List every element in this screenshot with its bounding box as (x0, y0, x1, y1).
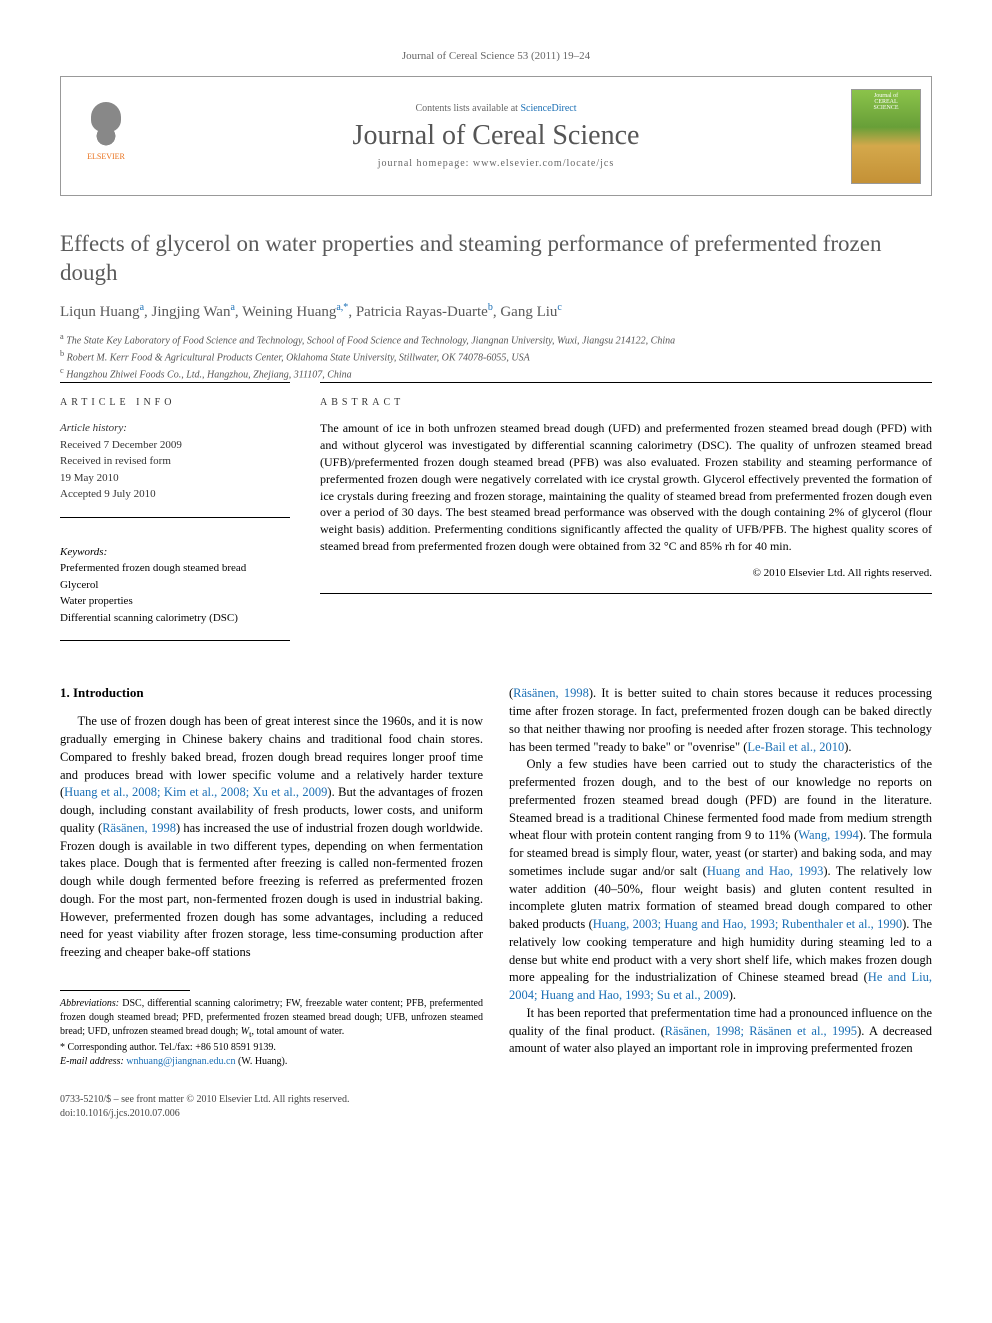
journal-header: ELSEVIER Contents lists available at Sci… (60, 76, 932, 196)
cite-rasanen-1998a[interactable]: Räsänen, 1998 (102, 821, 176, 835)
author-3-aff: a,* (336, 302, 348, 313)
author-4: Patricia Rayas-Duarteb (356, 304, 493, 320)
abbrev-wt: W (241, 1026, 249, 1037)
author-5: Gang Liuc (500, 304, 562, 320)
footer-line1: 0733-5210/$ – see front matter © 2010 El… (60, 1093, 932, 1107)
author-1: Liqun Huanga (60, 304, 144, 320)
author-5-aff: c (557, 302, 561, 313)
email-tail: (W. Huang). (235, 1056, 287, 1067)
section-1-heading: 1. Introduction (60, 685, 483, 701)
author-1-aff: a (140, 302, 144, 313)
abstract-label: ABSTRACT (320, 397, 932, 408)
contents-available-line: Contents lists available at ScienceDirec… (415, 103, 576, 114)
elsevier-wordmark: ELSEVIER (87, 152, 125, 161)
publisher-logo-cell: ELSEVIER (61, 77, 151, 195)
keyword-1: Prefermented frozen dough steamed bread (60, 560, 290, 577)
abbrev-head: Abbreviations: (60, 998, 119, 1009)
abstract-copyright: © 2010 Elsevier Ltd. All rights reserved… (320, 567, 932, 579)
cite-rasanen-1995[interactable]: Räsänen, 1998; Räsänen et al., 1995 (665, 1024, 857, 1038)
author-5-name: Gang Liu (500, 304, 557, 320)
info-divider-bottom (60, 640, 290, 641)
contents-pre: Contents lists available at (415, 103, 520, 114)
article-history: Article history: Received 7 December 200… (60, 420, 290, 503)
keywords-head: Keywords: (60, 544, 290, 561)
elsevier-logo[interactable]: ELSEVIER (71, 96, 141, 176)
affiliation-b: b Robert M. Kerr Food & Agricultural Pro… (60, 348, 932, 365)
abstract-divider-bottom (320, 593, 932, 594)
p2b: ). (844, 740, 851, 754)
affiliations-block: a The State Key Laboratory of Food Scien… (60, 331, 932, 383)
author-3-name: Weining Huang (242, 304, 336, 320)
sciencedirect-link[interactable]: ScienceDirect (520, 103, 576, 114)
affiliation-b-text: Robert M. Kerr Food & Agricultural Produ… (67, 352, 530, 363)
authors-line: Liqun Huanga, Jingjing Wana, Weining Hua… (60, 302, 932, 321)
cite-huang-hao-1993a[interactable]: Huang and Hao, 1993 (707, 864, 824, 878)
body-col-left: 1. Introduction The use of frozen dough … (60, 685, 483, 1068)
journal-cover-thumb[interactable]: Journal of CEREAL SCIENCE (851, 89, 921, 184)
author-2-aff: a (230, 302, 234, 313)
intro-para-2: (Räsänen, 1998). It is better suited to … (509, 685, 932, 756)
info-divider (60, 517, 290, 518)
body-columns: 1. Introduction The use of frozen dough … (60, 685, 932, 1068)
author-2-name: Jingjing Wan (152, 304, 231, 320)
history-received: Received 7 December 2009 (60, 437, 290, 454)
footer-doi: doi:10.1016/j.jcs.2010.07.006 (60, 1107, 932, 1121)
article-info-label: ARTICLE INFO (60, 397, 290, 408)
email-link[interactable]: wnhuang@jiangnan.edu.cn (126, 1056, 235, 1067)
footnote-email: E-mail address: wnhuang@jiangnan.edu.cn … (60, 1055, 483, 1069)
paper-title: Effects of glycerol on water properties … (60, 230, 932, 288)
keyword-2: Glycerol (60, 577, 290, 594)
body-col-right: (Räsänen, 1998). It is better suited to … (509, 685, 932, 1068)
cover-line3: SCIENCE (873, 105, 898, 111)
journal-header-center: Contents lists available at ScienceDirec… (151, 77, 841, 195)
page-footer: 0733-5210/$ – see front matter © 2010 El… (60, 1093, 932, 1121)
cite-huang-2008[interactable]: Huang et al., 2008; Kim et al., 2008; Xu… (64, 785, 327, 799)
article-info-column: ARTICLE INFO Article history: Received 7… (60, 382, 290, 641)
author-4-name: Patricia Rayas-Duarte (356, 304, 488, 320)
intro-para-1: The use of frozen dough has been of grea… (60, 713, 483, 962)
author-4-aff: b (488, 302, 493, 313)
elsevier-tree-icon (86, 112, 126, 152)
keyword-4: Differential scanning calorimetry (DSC) (60, 610, 290, 627)
history-revised-date: 19 May 2010 (60, 470, 290, 487)
cover-thumb-cell: Journal of CEREAL SCIENCE (841, 77, 931, 195)
author-2: Jingjing Wana (152, 304, 235, 320)
history-accepted: Accepted 9 July 2010 (60, 486, 290, 503)
affiliation-a-text: The State Key Laboratory of Food Science… (66, 335, 675, 346)
cite-rasanen-1998b[interactable]: Räsänen, 1998 (513, 686, 589, 700)
p1c: ) has increased the use of industrial fr… (60, 821, 483, 959)
history-revised: Received in revised form (60, 453, 290, 470)
abbrev-wt-tail: , total amount of water. (251, 1026, 344, 1037)
intro-para-4: It has been reported that prefermentatio… (509, 1005, 932, 1058)
affiliation-a: a The State Key Laboratory of Food Scien… (60, 331, 932, 348)
article-history-head: Article history: (60, 420, 290, 437)
journal-homepage: journal homepage: www.elsevier.com/locat… (378, 158, 615, 169)
footnote-separator (60, 990, 190, 991)
journal-title: Journal of Cereal Science (353, 120, 640, 152)
cite-lebail-2010[interactable]: Le-Bail et al., 2010 (747, 740, 844, 754)
email-head: E-mail address: (60, 1056, 126, 1067)
author-1-name: Liqun Huang (60, 304, 140, 320)
affiliation-c: c Hangzhou Zhiwei Foods Co., Ltd., Hangz… (60, 365, 932, 382)
abstract-text: The amount of ice in both unfrozen steam… (320, 420, 932, 554)
footnote-abbreviations: Abbreviations: DSC, differential scannin… (60, 997, 483, 1041)
cite-wang-1994[interactable]: Wang, 1994 (798, 828, 859, 842)
abstract-column: ABSTRACT The amount of ice in both unfro… (320, 382, 932, 641)
p3e: ). (729, 988, 736, 1002)
intro-para-3: Only a few studies have been carried out… (509, 756, 932, 1005)
affiliation-c-text: Hangzhou Zhiwei Foods Co., Ltd., Hangzho… (66, 369, 351, 380)
cite-huang-2003[interactable]: Huang, 2003; Huang and Hao, 1993; Rubent… (593, 917, 902, 931)
keywords-block: Keywords: Prefermented frozen dough stea… (60, 544, 290, 627)
keyword-3: Water properties (60, 593, 290, 610)
author-3: Weining Huanga,* (242, 304, 348, 320)
journal-reference: Journal of Cereal Science 53 (2011) 19–2… (60, 50, 932, 62)
footnote-corresponding: * Corresponding author. Tel./fax: +86 51… (60, 1041, 483, 1055)
